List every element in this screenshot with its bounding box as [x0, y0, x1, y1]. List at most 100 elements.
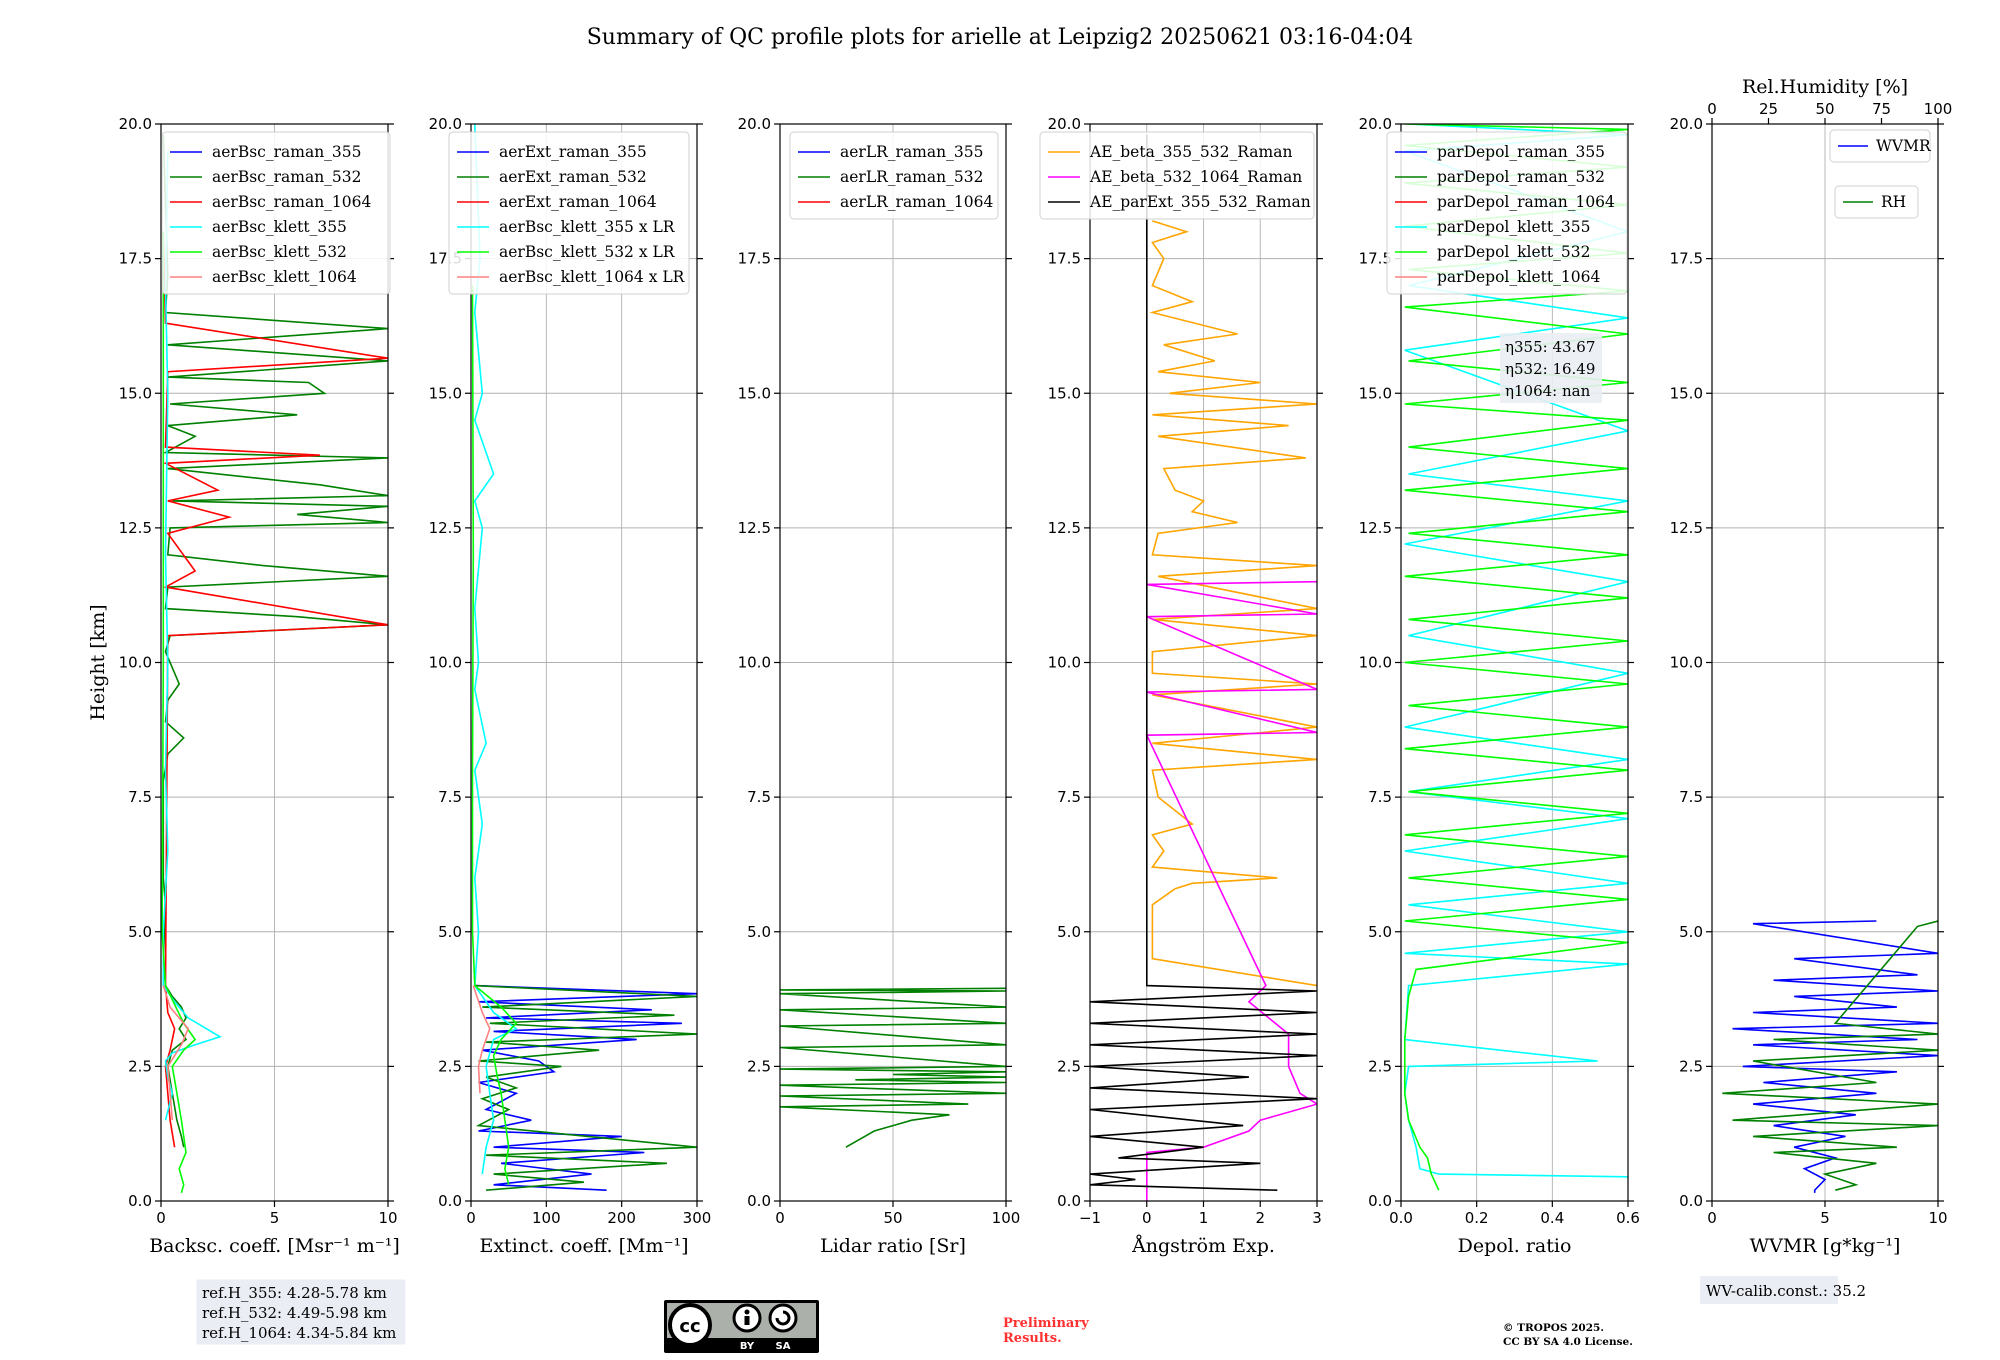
- legend-frame: [448, 131, 690, 295]
- x-tick-label: 1: [1199, 1209, 1209, 1227]
- y-tick-label: 15.0: [1359, 384, 1392, 402]
- legend-frame: [1039, 131, 1315, 220]
- y-tick-label: 12.5: [119, 519, 152, 537]
- legend-entry: aerLR_raman_355: [840, 143, 983, 161]
- wv-calibration-background: [1700, 1276, 1838, 1304]
- y-tick-label: 15.0: [429, 384, 462, 402]
- legend-entry: aerExt_raman_355: [499, 143, 647, 161]
- results-label: Results.: [1003, 1331, 1062, 1346]
- y-tick-label: 20.0: [429, 115, 462, 133]
- x-axis-label: Backsc. coeff. [Msr⁻¹ m⁻¹]: [149, 1235, 400, 1257]
- x-tick-label: 0.0: [1389, 1209, 1413, 1227]
- figure-title: Summary of QC profile plots for arielle …: [587, 25, 1414, 50]
- legend-entry: parDepol_klett_532: [1437, 243, 1590, 261]
- y-tick-label: 20.0: [1048, 115, 1081, 133]
- cc-license-badge: cc BY SA: [664, 1300, 819, 1353]
- series-group: [471, 124, 697, 1191]
- x-tick-label: 0: [466, 1209, 476, 1227]
- series-aerExt_raman_355: [474, 984, 697, 1191]
- license-line: CC BY SA 4.0 License.: [1503, 1336, 1633, 1348]
- x-tick-label: 3: [1312, 1209, 1322, 1227]
- legend-entry: aerBsc_raman_355: [212, 143, 362, 161]
- y-tick-label: 7.5: [1057, 788, 1081, 806]
- cc-logo-icon: [668, 1303, 712, 1347]
- y-tick-label: 15.0: [119, 384, 152, 402]
- y-tick-label: 2.5: [1679, 1057, 1703, 1075]
- legend-entry: parDepol_raman_1064: [1437, 193, 1615, 211]
- y-tick-label: 10.0: [119, 654, 152, 672]
- y-tick-label: 2.5: [1057, 1057, 1081, 1075]
- y-tick-label: 10.0: [738, 654, 771, 672]
- legend-entry: aerLR_raman_532: [840, 168, 983, 186]
- panel-lidar_ratio: 0.0 2.5 5.0 7.5 10.0 12.5 15.0 17.5 20.0 0 50 100 Li…: [738, 115, 1021, 1257]
- wv-calibration-text: WV-calib.const.: 35.2: [1706, 1282, 1866, 1300]
- legend-frame: [1386, 131, 1628, 295]
- panels: 0.02.55.07.510.012.515.017.520.00 5 10Back…: [87, 76, 1952, 1257]
- legend-entry: aerExt_raman_1064: [499, 193, 657, 211]
- panel-water_vapor: 0.02.55.07.510.012.515.017.520.00 5 10WVMR…: [1670, 76, 1953, 1257]
- wv-calibration-box: WV-calib.const.: 35.2: [1700, 1276, 1866, 1304]
- series-aerBsc_raman_1064: [162, 231, 388, 1148]
- x-tick-label: 2: [1255, 1209, 1265, 1227]
- ref-height-1064: ref.H_1064: 4.34-5.84 km: [202, 1324, 396, 1342]
- legend-entry: aerExt_raman_532: [499, 168, 647, 186]
- legend-entry: RH: [1881, 193, 1906, 211]
- series-group: [780, 987, 1006, 1148]
- legend-entry: aerBsc_klett_532: [212, 243, 347, 261]
- legend: aerExt_raman_355 aerExt_raman_532 aerExt_r…: [448, 131, 690, 295]
- ref-height-532: ref.H_532: 4.49-5.98 km: [202, 1304, 387, 1322]
- series-RH: [1722, 920, 1938, 1191]
- sa-arrow-arc: [775, 1310, 791, 1326]
- by-person-head: [744, 1309, 750, 1315]
- legend-wvmr: WVMR: [1829, 129, 1932, 163]
- series-aerExt_raman_532: [474, 984, 697, 1191]
- series-aerBsc_raman_532: [162, 134, 388, 1148]
- x-tick-label: 0: [1707, 1209, 1717, 1227]
- series-aerBsc_klett_532: [161, 231, 197, 1194]
- y-tick-label: 5.0: [1679, 923, 1703, 941]
- x-axis-label: Ångström Exp.: [1131, 1235, 1275, 1257]
- y-tick-label: 2.5: [438, 1057, 462, 1075]
- x-tick-label: 100: [532, 1209, 561, 1227]
- legend-frame: [161, 131, 391, 295]
- legend-entry: parDepol_raman_355: [1437, 143, 1605, 161]
- y-tick-label: 7.5: [128, 788, 152, 806]
- legend: parDepol_raman_355 parDepol_raman_532 parD…: [1386, 131, 1628, 295]
- x-tick-label: 0: [1142, 1209, 1152, 1227]
- legend-frame: [789, 131, 999, 220]
- x-tick-label: 10: [378, 1209, 397, 1227]
- legend-entry: aerBsc_raman_1064: [212, 193, 372, 211]
- preliminary-label: Preliminary: [1003, 1316, 1089, 1331]
- series-aerBsc_klett_1064 x LR: [472, 985, 491, 1094]
- legend-entry: AE_beta_532_1064_Raman: [1089, 168, 1302, 186]
- y-tick-label: 17.5: [738, 250, 771, 268]
- x-tick-label: −1: [1079, 1209, 1101, 1227]
- y-tick-label: 0.0: [438, 1192, 462, 1210]
- series-group: [1722, 920, 1938, 1193]
- x-tick-label: 0.2: [1465, 1209, 1489, 1227]
- legend: aerBsc_raman_355 aerBsc_raman_532 aerBsc_r…: [161, 131, 391, 295]
- x-tick-label: 0.6: [1616, 1209, 1640, 1227]
- y-tick-label: 20.0: [1670, 115, 1703, 133]
- y-tick-label: 2.5: [128, 1057, 152, 1075]
- eta-value: η532: 16.49: [1505, 360, 1595, 378]
- cc-logo-text: cc: [679, 1316, 700, 1337]
- y-tick-label: 7.5: [747, 788, 771, 806]
- y-tick-label: 15.0: [1048, 384, 1081, 402]
- legend-entry: aerBsc_klett_1064: [212, 268, 357, 286]
- x-tick-label: 50: [883, 1209, 902, 1227]
- y-tick-label: 17.5: [1048, 250, 1081, 268]
- legend-entry: parDepol_klett_1064: [1437, 268, 1600, 286]
- series-AE_beta_355_532_Raman: [1149, 220, 1317, 987]
- cc-by-label: BY: [740, 1341, 755, 1352]
- x-tick-label: 0.4: [1540, 1209, 1564, 1227]
- series-group: [161, 134, 388, 1194]
- x-axis-label: Extinct. coeff. [Mm⁻¹]: [479, 1235, 688, 1257]
- legend-entry: aerBsc_klett_532 x LR: [499, 243, 676, 261]
- x-axis-label: Depol. ratio: [1458, 1235, 1572, 1257]
- y-tick-label: 15.0: [1670, 384, 1703, 402]
- ref-height-355: ref.H_355: 4.28-5.78 km: [202, 1284, 387, 1302]
- legend-frame: [1834, 185, 1919, 219]
- y-tick-label: 10.0: [1359, 654, 1392, 672]
- y-tick-label: 2.5: [1368, 1057, 1392, 1075]
